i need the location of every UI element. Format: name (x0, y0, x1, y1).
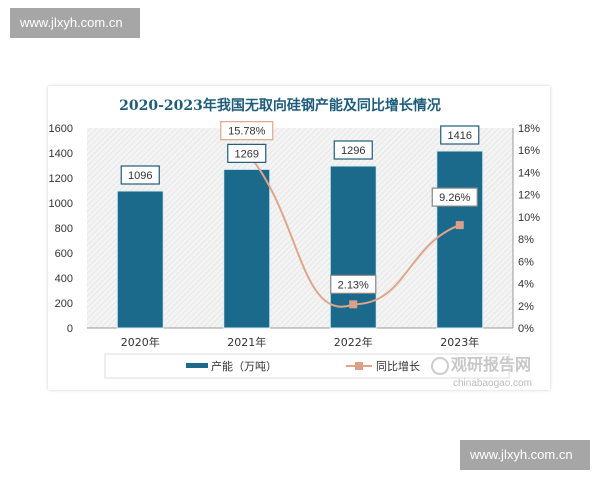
bar-0 (116, 190, 164, 329)
right-tick-label: 0% (518, 323, 534, 335)
left-tick-label: 400 (55, 273, 73, 285)
bar-data-label: 1296 (341, 145, 365, 157)
bar-1 (223, 168, 271, 329)
chart: 2020-2023年我国无取向硅钢产能及同比增长情况 0 200 400 600 800… (49, 97, 541, 389)
x-tick-label: 2023年 (440, 335, 479, 349)
right-tick-label: 8% (518, 234, 534, 246)
left-tick-label: 800 (55, 223, 73, 235)
left-tick-label: 1000 (49, 198, 73, 210)
right-tick-label: 16% (518, 145, 540, 157)
x-tick-label: 2021年 (227, 335, 266, 349)
line-data-label-box (431, 187, 478, 207)
left-tick-label: 1600 (49, 123, 73, 135)
watermark-bottom: www.jlxyh.com.cn (460, 440, 590, 470)
right-tick-label: 4% (518, 279, 534, 291)
right-tick-label: 12% (518, 190, 540, 202)
chart-title: 2020-2023年我国无取向硅钢产能及同比增长情况 (119, 97, 441, 114)
bar-data-label: 1096 (128, 170, 152, 182)
right-tick-label: 14% (518, 167, 540, 179)
watermark-top: www.jlxyh.com.cn (10, 8, 140, 38)
chart-card: 2020-2023年我国无取向硅钢产能及同比增长情况 0 200 400 600 800… (48, 86, 550, 390)
right-tick-label: 10% (518, 212, 540, 224)
growth-marker (349, 300, 358, 309)
growth-marker (455, 221, 464, 230)
bar-data-label-box (440, 125, 480, 145)
line-data-label: 9.26% (439, 192, 470, 204)
left-tick-label: 1200 (49, 173, 73, 185)
right-tick-label: 6% (518, 256, 534, 268)
bar-3 (436, 150, 484, 329)
logo-icon (431, 357, 449, 375)
legend-bar-label: 产能（万吨） (211, 359, 277, 373)
right-tick-label: 2% (518, 301, 534, 313)
legend-line-label: 同比增长 (376, 359, 420, 373)
bar-data-label: 1269 (235, 148, 259, 160)
left-tick-label: 200 (55, 298, 73, 310)
bar-data-label-box (227, 143, 267, 163)
bar-data-label-box (120, 165, 160, 185)
left-tick-label: 1400 (49, 148, 73, 160)
left-tick-label: 600 (55, 248, 73, 260)
left-tick-label: 0 (67, 323, 73, 335)
logo-url: chinabaogao.com (453, 378, 532, 389)
x-tick-label: 2022年 (334, 335, 373, 349)
line-data-label-box (330, 274, 377, 294)
legend-bar-swatch (186, 363, 208, 368)
line-data-label: 15.78% (228, 126, 266, 138)
line-data-label-box (220, 121, 274, 141)
bar-data-label: 1416 (448, 130, 472, 142)
right-tick-label: 18% (518, 123, 540, 135)
x-tick-label: 2020年 (121, 335, 160, 349)
legend-line-marker (355, 362, 363, 370)
logo-name: 观研报告网 (451, 355, 531, 374)
line-data-label: 2.13% (338, 279, 369, 291)
bar-data-label-box (333, 140, 373, 160)
